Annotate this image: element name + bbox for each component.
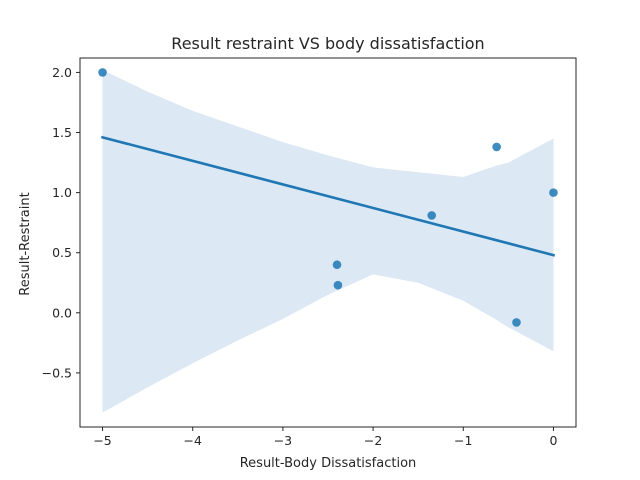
x-tick-label: −1: [454, 433, 472, 448]
x-tick-label: −3: [274, 433, 292, 448]
plot-area: [79, 57, 577, 428]
data-point: [512, 318, 521, 327]
y-axis-label: Result-Restraint: [18, 192, 33, 295]
x-tick-label: −2: [364, 433, 382, 448]
data-point: [427, 211, 437, 220]
confidence-band: [102, 70, 554, 413]
data-point: [492, 142, 501, 152]
y-tick-label: −0.5: [42, 365, 72, 380]
y-tick-label: 0.0: [52, 305, 72, 320]
x-tick-label: 0: [549, 433, 557, 448]
regression-line: [100, 135, 556, 257]
x-tick-label: −4: [184, 433, 202, 448]
y-tick-label: 1.0: [52, 185, 72, 200]
x-axis: −5 −4 −3 −2 −1 0: [93, 427, 557, 448]
data-point: [333, 280, 343, 290]
x-tick-label: −5: [93, 433, 111, 448]
y-axis: −0.5 0.0 0.5 1.0 1.5 2.0: [42, 65, 80, 380]
y-tick-label: 1.5: [52, 125, 72, 140]
data-point: [332, 260, 342, 270]
chart-title: Result restraint VS body dissatisfaction: [171, 34, 484, 53]
y-tick-label: 0.5: [52, 245, 72, 260]
y-tick-label: 2.0: [52, 65, 72, 80]
data-point: [549, 188, 558, 197]
x-axis-label: Result-Body Dissatisfaction: [240, 456, 417, 471]
axes-frame: [79, 57, 577, 428]
data-point: [98, 68, 107, 77]
